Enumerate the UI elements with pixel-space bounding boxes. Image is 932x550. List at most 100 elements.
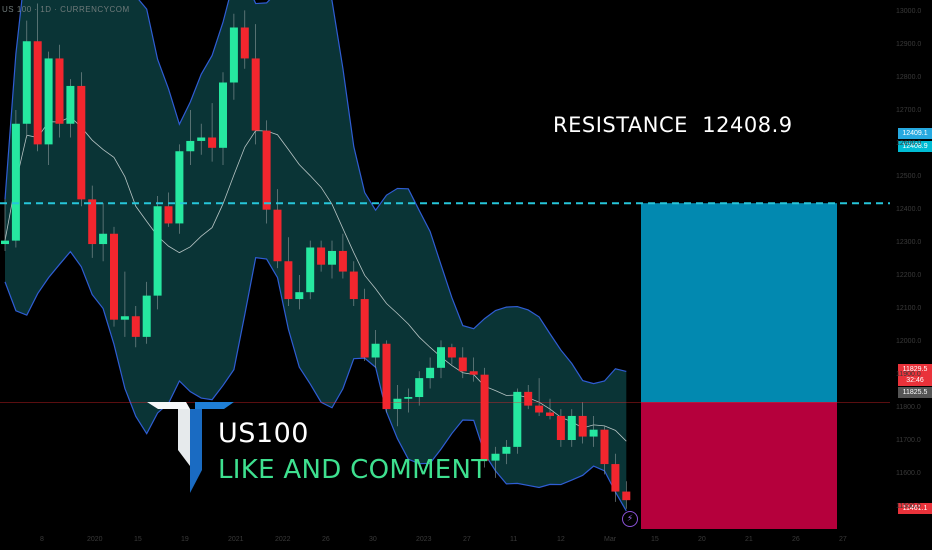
candle (66, 79, 75, 138)
candle-body (404, 397, 413, 399)
candle (349, 261, 358, 306)
candle-body (33, 41, 42, 145)
price-axis-tick: 11800.0 (896, 404, 921, 411)
price-axis-tick: 12100.0 (896, 305, 922, 312)
candle-body (371, 343, 380, 358)
candle-body (120, 316, 129, 320)
candle-body (11, 123, 20, 241)
price-axis-tick: 12800.0 (896, 74, 922, 81)
time-axis-tick: 20 (698, 536, 706, 543)
candle-body (306, 247, 315, 293)
candle (99, 202, 108, 262)
time-axis-tick: 21 (745, 536, 753, 543)
candle-body (317, 247, 326, 265)
candle (229, 13, 238, 100)
candle (240, 10, 249, 69)
candle (317, 240, 326, 272)
candle (175, 144, 184, 234)
candle-body (578, 415, 587, 437)
time-axis-tick: Mar (604, 536, 617, 543)
candle-body (110, 233, 118, 320)
candle-body (208, 137, 217, 148)
price-axis-tag: 12408.9 (898, 141, 932, 152)
candle (131, 305, 140, 348)
candle-body (1, 240, 9, 245)
candle (611, 453, 620, 502)
candle-body (393, 398, 402, 410)
price-axis-tick: 12500.0 (896, 173, 922, 180)
candle-body (251, 58, 260, 131)
time-axis-tick: 2021 (228, 536, 244, 543)
stop-zone (641, 402, 837, 529)
time-axis-tick: 2022 (275, 536, 291, 543)
time-axis-tick: 19 (181, 536, 189, 543)
candle (208, 103, 217, 162)
candle-body (513, 391, 522, 447)
candle-body (197, 137, 206, 141)
time-axis-tick: 26 (322, 536, 330, 543)
candle-body (262, 130, 271, 210)
candle (120, 271, 129, 337)
candle-body (535, 405, 544, 413)
brand-subtitle: LIKE AND COMMENT (218, 455, 488, 485)
candle-body (502, 446, 511, 454)
price-axis-tag: 32:46 (898, 375, 932, 386)
price-axis-tick: 12300.0 (896, 239, 922, 246)
candle (393, 385, 402, 427)
candle-body (524, 391, 533, 406)
candle-body (328, 250, 336, 265)
candle (142, 281, 151, 344)
candle-body (589, 429, 598, 437)
candle (437, 340, 445, 379)
upper-band-line (4, 0, 627, 385)
price-axis-tick: 12400.0 (896, 206, 922, 213)
candle-body (44, 58, 53, 145)
price-axis-tick: 12600.0 (896, 140, 922, 147)
candle-body (164, 206, 173, 224)
candle (622, 481, 631, 509)
candle-body (175, 151, 184, 224)
candle (360, 288, 369, 361)
candle (33, 3, 42, 152)
candle (55, 44, 64, 138)
candle (88, 185, 97, 258)
candle-body (153, 206, 162, 296)
candle (262, 120, 271, 224)
candle-body (556, 415, 565, 440)
candle (578, 402, 587, 444)
candle (328, 240, 336, 279)
time-axis-tick: 8 (40, 536, 44, 543)
time-axis-tick: 15 (651, 536, 659, 543)
candle-body (22, 41, 31, 124)
candle-body (415, 378, 424, 398)
candle-body (447, 347, 456, 358)
candle (426, 357, 435, 389)
candle (219, 72, 227, 165)
time-axis-tick: 26 (792, 536, 800, 543)
price-axis-tag: 11829.5 (898, 364, 932, 375)
lightning-icon[interactable]: ⚡ (622, 511, 638, 527)
candle (306, 240, 315, 300)
candle (502, 440, 511, 465)
candle (284, 237, 293, 306)
price-axis-tick: 12200.0 (896, 272, 922, 279)
time-axis-tick: 27 (463, 536, 471, 543)
candle-body (295, 292, 304, 300)
price-axis-tick: 12900.0 (896, 41, 922, 48)
candle (153, 195, 162, 310)
candle-body (77, 85, 86, 200)
symbol-watermark: US 100 · 1D · CURRENCYCOM (2, 5, 130, 14)
price-axis-tag: 11825.5 (898, 387, 932, 398)
candle-body (142, 295, 151, 337)
candle-body (426, 367, 435, 379)
candle (295, 275, 304, 310)
price-axis-tick: 11500.0 (896, 503, 921, 510)
candle (110, 226, 118, 327)
price-axis-tick: 12000.0 (896, 338, 922, 345)
candle (469, 357, 478, 382)
candle-body (99, 233, 108, 245)
candle (197, 123, 206, 155)
resistance-label-text: RESISTANCE (553, 113, 688, 137)
